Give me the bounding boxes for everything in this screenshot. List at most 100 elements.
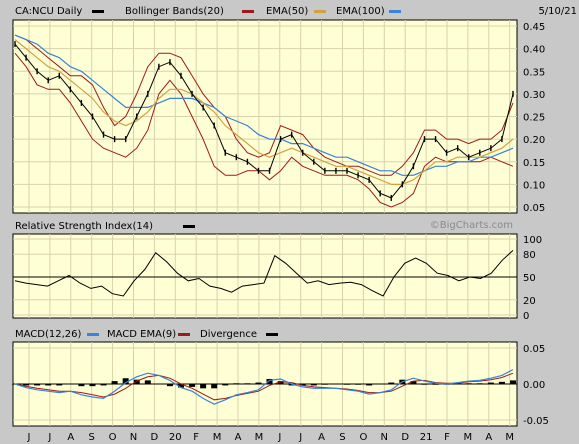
x-tick-label: D (401, 432, 409, 443)
macd-legend-signal-swatch (178, 333, 190, 336)
x-tick-label: M (505, 432, 514, 443)
divergence-bar (366, 384, 373, 386)
macd-legend-divergence: Divergence (200, 329, 257, 340)
price-y-tick: 0.05 (523, 203, 545, 214)
divergence-bar (244, 383, 251, 384)
divergence-bar (498, 381, 505, 384)
divergence-bar (189, 384, 196, 387)
price-legend-swatch (92, 10, 104, 13)
divergence-bar (155, 384, 162, 385)
divergence-bar (332, 384, 339, 385)
x-tick-label: J (298, 432, 302, 443)
legend-ema100-swatch (389, 10, 401, 13)
price-y-tick: 0.45 (523, 22, 545, 33)
rsi-panel (12, 233, 518, 319)
divergence-bar (133, 379, 140, 384)
x-tick-label: 21 (420, 432, 433, 443)
x-tick-label: S (89, 432, 95, 443)
x-tick-label: S (339, 432, 345, 443)
x-tick-label: 20 (169, 432, 182, 443)
divergence-bar (78, 384, 85, 387)
divergence-bar (34, 384, 41, 386)
divergence-bar (476, 383, 483, 384)
macd-series-layer (12, 369, 516, 405)
x-tick-label: M (213, 432, 222, 443)
rsi-title: Relative Strength Index(14) (15, 221, 153, 232)
x-tick-label: J (277, 432, 281, 443)
divergence-bar (178, 384, 184, 388)
divergence-bar (487, 382, 494, 384)
divergence-bar (23, 384, 30, 386)
divergence-bar (211, 384, 218, 389)
macd-y-tick: 0.00 (523, 380, 545, 391)
price-y-tick: 0.25 (523, 113, 545, 124)
divergence-bar (388, 382, 395, 384)
divergence-bar (89, 384, 96, 387)
divergence-bar (321, 384, 328, 385)
macd-legend-signal: MACD EMA(9) (107, 329, 176, 340)
x-tick-label: M (255, 432, 264, 443)
price-line (14, 43, 514, 199)
legend-ema50-swatch (314, 10, 326, 13)
price-y-tick: 0.10 (523, 180, 545, 191)
divergence-bar (510, 380, 516, 384)
divergence-bar (100, 384, 107, 386)
divergence-bar (222, 384, 229, 386)
x-tick-label: F (193, 432, 199, 443)
legend-ema100-label: EMA(100) (336, 6, 385, 17)
rsi-y-tick: 100 (523, 235, 542, 246)
divergence-bar (266, 378, 273, 384)
legend-bollinger-swatch (242, 10, 254, 13)
divergence-bar (255, 382, 262, 384)
x-tick-label: A (485, 432, 492, 443)
price-y-tick: 0.30 (523, 90, 545, 101)
legend-bollinger-label: Bollinger Bands(20) (125, 6, 224, 17)
divergence-bar (166, 384, 173, 387)
x-tick-label: D (151, 432, 159, 443)
macd-legend-divergence-swatch (266, 333, 278, 336)
price-y-tick: 0.20 (523, 135, 545, 146)
divergence-bar (355, 384, 362, 385)
divergence-bar (200, 384, 207, 389)
macd-y-tick: -0.05 (523, 416, 549, 427)
ema50-line (14, 39, 514, 185)
x-tick-label: A (235, 432, 242, 443)
rsi-series-layer (14, 250, 514, 297)
watermark: ©BigCharts.com (430, 220, 513, 231)
symbol-label: CA:NCU Daily (15, 6, 82, 17)
x-tick-label: O (359, 432, 367, 443)
divergence-bar (310, 384, 317, 386)
x-tick-label: N (130, 432, 137, 443)
macd-line (14, 369, 514, 405)
price-series-layer (14, 34, 514, 208)
macd-legend-macd-swatch (87, 333, 99, 336)
x-tick-label: A (67, 432, 74, 443)
divergence-bar (299, 384, 306, 386)
x-tick-label: F (444, 432, 450, 443)
ema100-line (14, 34, 514, 176)
divergence-bar (432, 384, 439, 385)
price-y-tick: 0.15 (523, 158, 545, 169)
divergence-bar (421, 384, 428, 385)
rsi-y-tick: 0 (523, 311, 529, 322)
divergence-bar (45, 384, 52, 386)
price-y-tick: 0.35 (523, 67, 545, 78)
macd-y-tick: 0.05 (523, 344, 545, 355)
divergence-bar (377, 384, 384, 385)
divergence-bar (288, 384, 295, 386)
rsi-y-tick: 20 (523, 296, 536, 307)
x-tick-label: J (27, 432, 31, 443)
x-tick-label: A (318, 432, 325, 443)
divergence-bar (122, 378, 129, 384)
price-y-tick: 0.40 (523, 45, 545, 56)
divergence-bar (111, 381, 118, 384)
rsi-line (14, 250, 514, 297)
divergence-bar (233, 383, 240, 384)
divergence-bar (67, 384, 74, 385)
rsi-legend-swatch (183, 225, 195, 228)
x-tick-label: O (109, 432, 117, 443)
rsi-y-tick: 80 (523, 250, 536, 261)
x-tick-label: M (464, 432, 473, 443)
divergence-bar (465, 383, 472, 384)
